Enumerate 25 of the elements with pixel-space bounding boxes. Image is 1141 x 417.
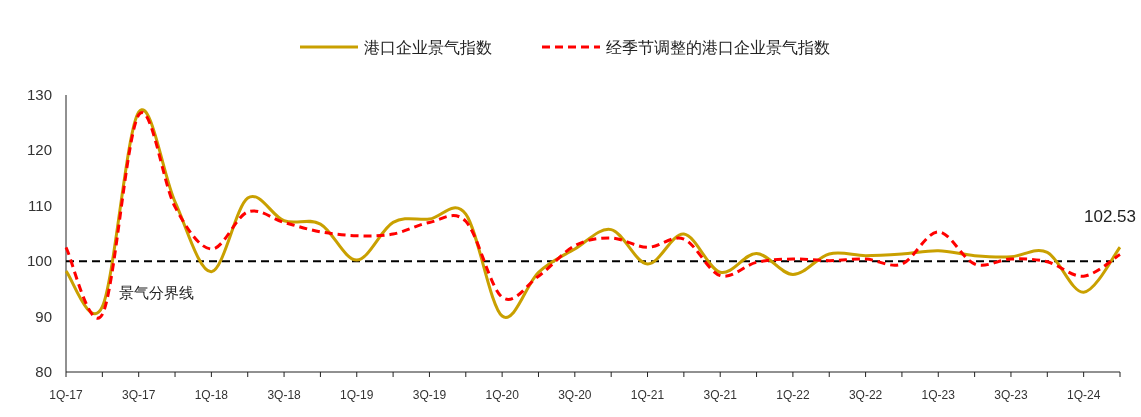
x-tick-label: 1Q-19	[340, 388, 374, 402]
x-tick-label: 3Q-23	[994, 388, 1028, 402]
x-tick-label: 1Q-17	[49, 388, 83, 402]
x-tick-label: 3Q-20	[558, 388, 592, 402]
y-tick-label: 120	[26, 141, 52, 159]
ref-line-label: 景气分界线	[119, 284, 194, 302]
x-tick-label: 1Q-21	[630, 388, 665, 402]
legend-label: 港口企业景气指数	[364, 39, 492, 56]
x-tick-label: 1Q-18	[194, 388, 229, 402]
x-tick-label: 3Q-17	[122, 388, 156, 402]
x-tick-label: 1Q-22	[776, 388, 810, 402]
x-tick-label: 1Q-24	[1066, 388, 1101, 402]
legend-label: 经季节调整的港口企业景气指数	[606, 39, 830, 56]
x-tick-label: 3Q-21	[703, 388, 738, 402]
y-tick-label: 130	[26, 86, 52, 103]
y-tick-label: 90	[35, 307, 52, 325]
x-tick-label: 1Q-23	[921, 388, 956, 402]
annotation: 102.53	[1084, 206, 1136, 226]
x-tick-label: 3Q-22	[848, 388, 883, 402]
y-tick-label: 100	[26, 252, 52, 270]
x-tick-label: 3Q-19	[412, 388, 447, 402]
y-tick-label: 80	[35, 363, 52, 380]
x-tick-label: 3Q-18	[267, 388, 302, 402]
x-tick-label: 1Q-20	[485, 388, 520, 402]
y-tick-label: 110	[28, 196, 52, 214]
